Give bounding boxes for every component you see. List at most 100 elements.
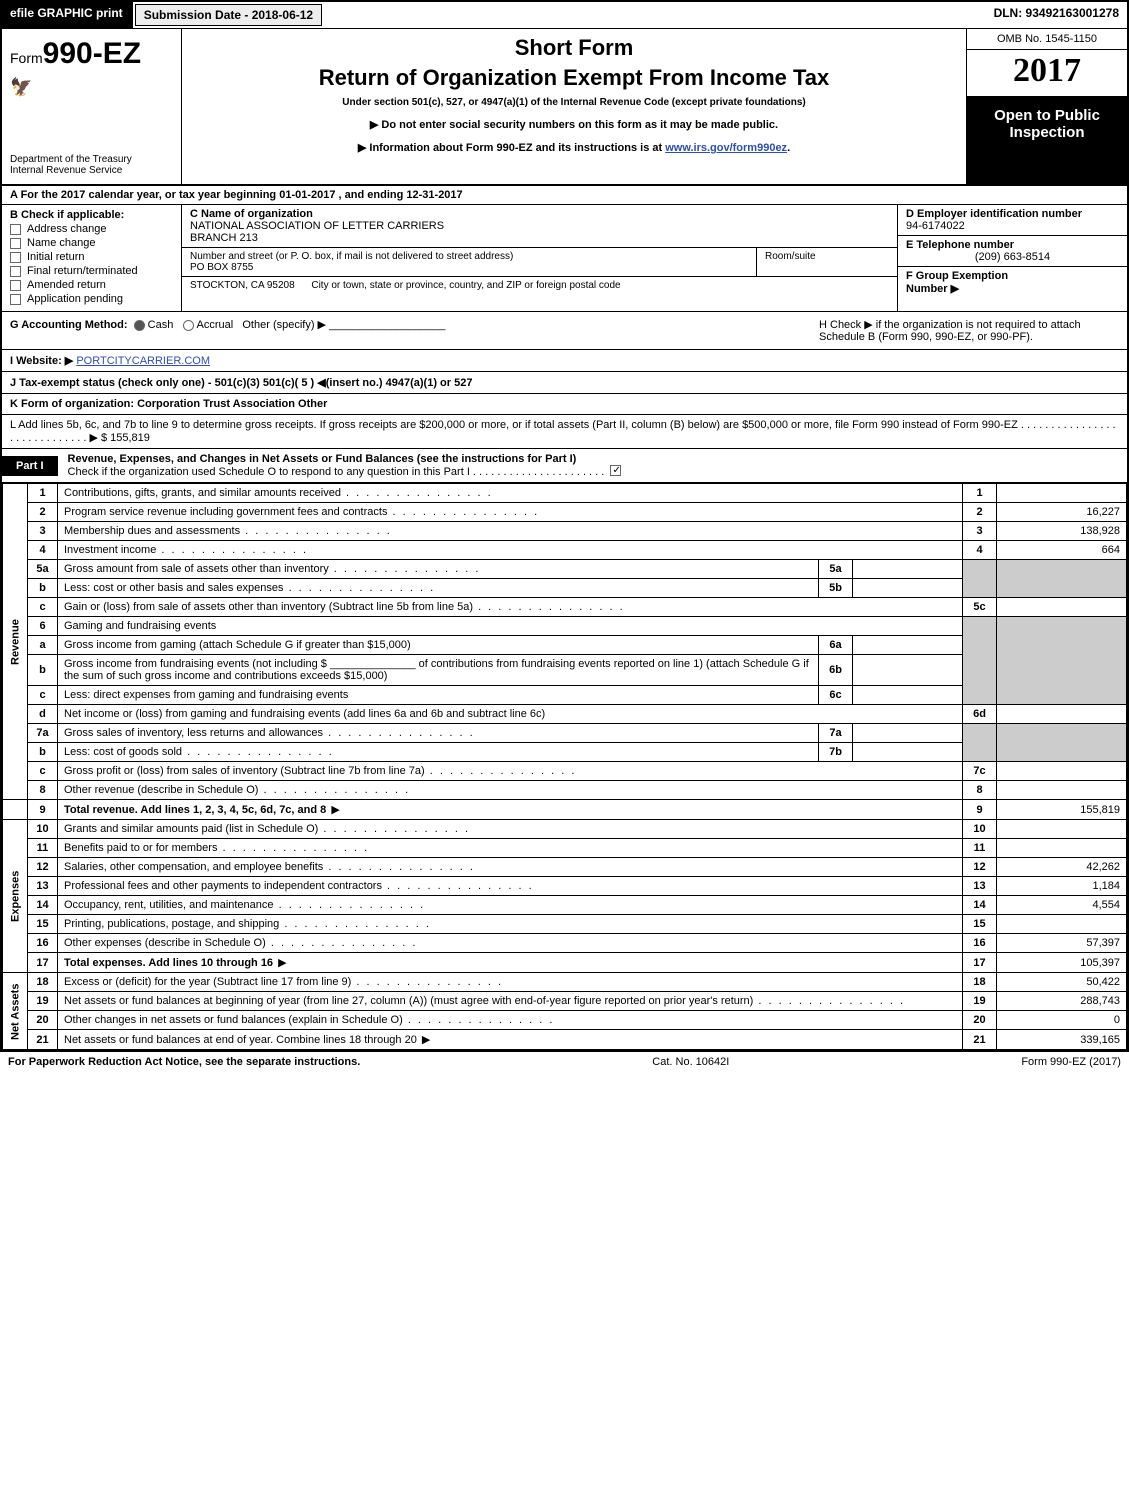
- footer-right: Form 990-EZ (2017): [1021, 1056, 1121, 1068]
- table-row: 7a Gross sales of inventory, less return…: [3, 724, 1127, 743]
- mid-lineno: 6c: [819, 686, 853, 705]
- line-amount: 50,422: [997, 973, 1127, 992]
- treasury-seal-icon: 🦅: [10, 77, 173, 98]
- line-amount: 57,397: [997, 934, 1127, 953]
- line-num: 1: [963, 484, 997, 503]
- line-a-begin: 01-01-2017: [279, 189, 335, 201]
- lineno: c: [28, 762, 58, 781]
- form-prefix: Form: [10, 50, 43, 66]
- grey-cell: [963, 724, 997, 762]
- l-text: L Add lines 5b, 6c, and 7b to line 9 to …: [10, 419, 1116, 444]
- revenue-vlabel: Revenue: [3, 484, 28, 800]
- instructions-link[interactable]: www.irs.gov/form990ez: [665, 142, 787, 154]
- website-link[interactable]: PORTCITYCARRIER.COM: [76, 355, 210, 367]
- mid-value: [853, 560, 963, 579]
- table-row: 20 Other changes in net assets or fund b…: [3, 1011, 1127, 1030]
- table-row: 16 Other expenses (describe in Schedule …: [3, 934, 1127, 953]
- chk-application-pending[interactable]: Application pending: [10, 293, 173, 305]
- grey-cell: [963, 617, 997, 705]
- line-desc: Membership dues and assessments: [58, 522, 963, 541]
- line-desc: Grants and similar amounts paid (list in…: [58, 820, 963, 839]
- g-other-label: Other (specify) ▶: [242, 319, 326, 331]
- line-desc: Total revenue. Add lines 1, 2, 3, 4, 5c,…: [58, 800, 963, 820]
- line-a-tax-year: A For the 2017 calendar year, or tax yea…: [2, 186, 1127, 205]
- instr2-prefix: ▶ Information about Form 990-EZ and its …: [358, 142, 665, 154]
- lineno: 1: [28, 484, 58, 503]
- table-row: 12 Salaries, other compensation, and emp…: [3, 858, 1127, 877]
- line-num: 15: [963, 915, 997, 934]
- radio-cash[interactable]: [134, 320, 145, 331]
- table-row: 15 Printing, publications, postage, and …: [3, 915, 1127, 934]
- e-value: (209) 663-8514: [906, 251, 1119, 263]
- line-amount: [997, 839, 1127, 858]
- department-label: Department of the Treasury Internal Reve…: [10, 154, 173, 176]
- checkbox-icon: [10, 280, 21, 291]
- line-amount: 138,928: [997, 522, 1127, 541]
- line-desc: Occupancy, rent, utilities, and maintena…: [58, 896, 963, 915]
- lineno: 16: [28, 934, 58, 953]
- lineno: 11: [28, 839, 58, 858]
- instr2-suffix: .: [787, 142, 790, 154]
- g-cash-label: Cash: [148, 319, 174, 331]
- line-amount: 1,184: [997, 877, 1127, 896]
- part-1-title: Revenue, Expenses, and Changes in Net As…: [58, 449, 1127, 482]
- chk-address-change[interactable]: Address change: [10, 223, 173, 235]
- chk-amended-return[interactable]: Amended return: [10, 279, 173, 291]
- line-num: 3: [963, 522, 997, 541]
- col-b-heading-text: B Check if applicable:: [10, 209, 124, 221]
- topbar-spacer: [324, 2, 985, 28]
- line-num: 16: [963, 934, 997, 953]
- line-desc: Gross income from fundraising events (no…: [58, 655, 819, 686]
- line-num: 8: [963, 781, 997, 800]
- netassets-vlabel: Net Assets: [3, 973, 28, 1050]
- footer-left-text: For Paperwork Reduction Act Notice, see …: [8, 1056, 360, 1068]
- lineno: b: [28, 655, 58, 686]
- mid-value: [853, 655, 963, 686]
- chk-final-return[interactable]: Final return/terminated: [10, 265, 173, 277]
- line-desc: Printing, publications, postage, and shi…: [58, 915, 963, 934]
- c-addr-label: Number and street (or P. O. box, if mail…: [190, 251, 513, 262]
- line-desc: Net income or (loss) from gaming and fun…: [58, 705, 963, 724]
- efile-print-button[interactable]: efile GRAPHIC print: [2, 2, 133, 28]
- e-telephone: E Telephone number (209) 663-8514: [898, 236, 1127, 267]
- line-amount: 16,227: [997, 503, 1127, 522]
- chk-name-change[interactable]: Name change: [10, 237, 173, 249]
- line-amount: 288,743: [997, 992, 1127, 1011]
- line-desc: Program service revenue including govern…: [58, 503, 963, 522]
- line-num: 21: [963, 1030, 997, 1050]
- line-desc: Gross amount from sale of assets other t…: [58, 560, 819, 579]
- schedule-o-checkbox[interactable]: [610, 465, 621, 476]
- table-row: 5a Gross amount from sale of assets othe…: [3, 560, 1127, 579]
- expenses-vlabel: Expenses: [3, 820, 28, 973]
- mid-lineno: 6b: [819, 655, 853, 686]
- line-a-prefix: A For the 2017 calendar year, or tax yea…: [10, 189, 279, 201]
- checkbox-icon: [10, 238, 21, 249]
- k-text: K Form of organization: Corporation Trus…: [10, 398, 327, 410]
- gh-row: G Accounting Method: Cash Accrual Other …: [2, 312, 1127, 350]
- dln-label: DLN: 93492163001278: [986, 2, 1127, 28]
- table-row: b Gross income from fundraising events (…: [3, 655, 1127, 686]
- g-label: G Accounting Method:: [10, 319, 128, 331]
- open-to-public-badge: Open to Public Inspection: [967, 97, 1127, 184]
- chk-label: Application pending: [27, 293, 123, 305]
- line-num: 11: [963, 839, 997, 858]
- line-amount: 155,819: [997, 800, 1127, 820]
- table-row: 19 Net assets or fund balances at beginn…: [3, 992, 1127, 1011]
- table-row: 6 Gaming and fundraising events: [3, 617, 1127, 636]
- c-city-label: City or town, state or province, country…: [311, 280, 620, 291]
- column-b-checkboxes: B Check if applicable: Address change Na…: [2, 205, 182, 311]
- line-desc-bold: Total revenue. Add lines 1, 2, 3, 4, 5c,…: [64, 804, 326, 816]
- line-amount: 42,262: [997, 858, 1127, 877]
- chk-label: Final return/terminated: [27, 265, 138, 277]
- chk-initial-return[interactable]: Initial return: [10, 251, 173, 263]
- lineno: b: [28, 579, 58, 598]
- lineno: 3: [28, 522, 58, 541]
- lineno: 21: [28, 1030, 58, 1050]
- h-text: H Check ▶ if the organization is not req…: [819, 319, 1081, 343]
- grey-cell: [997, 617, 1127, 705]
- footer-center: Cat. No. 10642I: [652, 1056, 729, 1068]
- radio-accrual[interactable]: [183, 320, 194, 331]
- line-amount: 105,397: [997, 953, 1127, 973]
- mid-lineno: 7b: [819, 743, 853, 762]
- form-number-cell: Form990-EZ 🦅 Department of the Treasury …: [2, 29, 182, 184]
